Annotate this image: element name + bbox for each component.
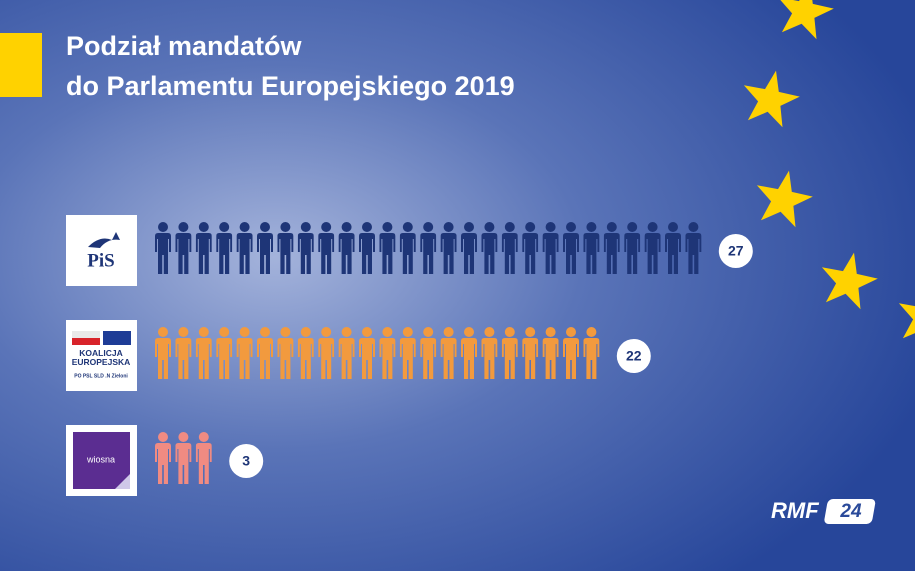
star <box>780 0 834 40</box>
logo-flag <box>72 331 100 338</box>
value-badge <box>229 444 264 478</box>
logo-text: KOALICJA EUROPEJSKA <box>72 348 131 367</box>
chart-title: Podział mandatów <box>66 31 303 61</box>
value-badge <box>616 339 651 373</box>
star <box>756 170 813 228</box>
logo-text: PiS <box>87 250 114 271</box>
brand: RMF <box>771 498 819 523</box>
logo-eu-flag <box>103 331 131 345</box>
logo-eagle <box>88 232 120 248</box>
value-badge <box>718 234 753 268</box>
logo-corner <box>115 474 130 489</box>
logo-box <box>66 215 137 286</box>
value-label: 3 <box>242 453 250 469</box>
logo-square <box>73 432 130 489</box>
star <box>821 252 878 310</box>
value-label: 22 <box>626 348 642 364</box>
chart-title: do Parlamentu Europejskiego 2019 <box>66 71 515 101</box>
stars <box>743 0 915 339</box>
star <box>898 303 915 339</box>
value-label: 27 <box>728 243 744 259</box>
logo-text: wiosna <box>86 454 115 464</box>
star <box>743 70 800 128</box>
accent-bar <box>0 33 42 97</box>
brand-badge-text: 24 <box>839 501 862 522</box>
logo-note: PO PSL SLD .N Zieloni <box>74 373 128 379</box>
brand-badge <box>824 499 876 524</box>
logo-flag <box>72 338 100 345</box>
